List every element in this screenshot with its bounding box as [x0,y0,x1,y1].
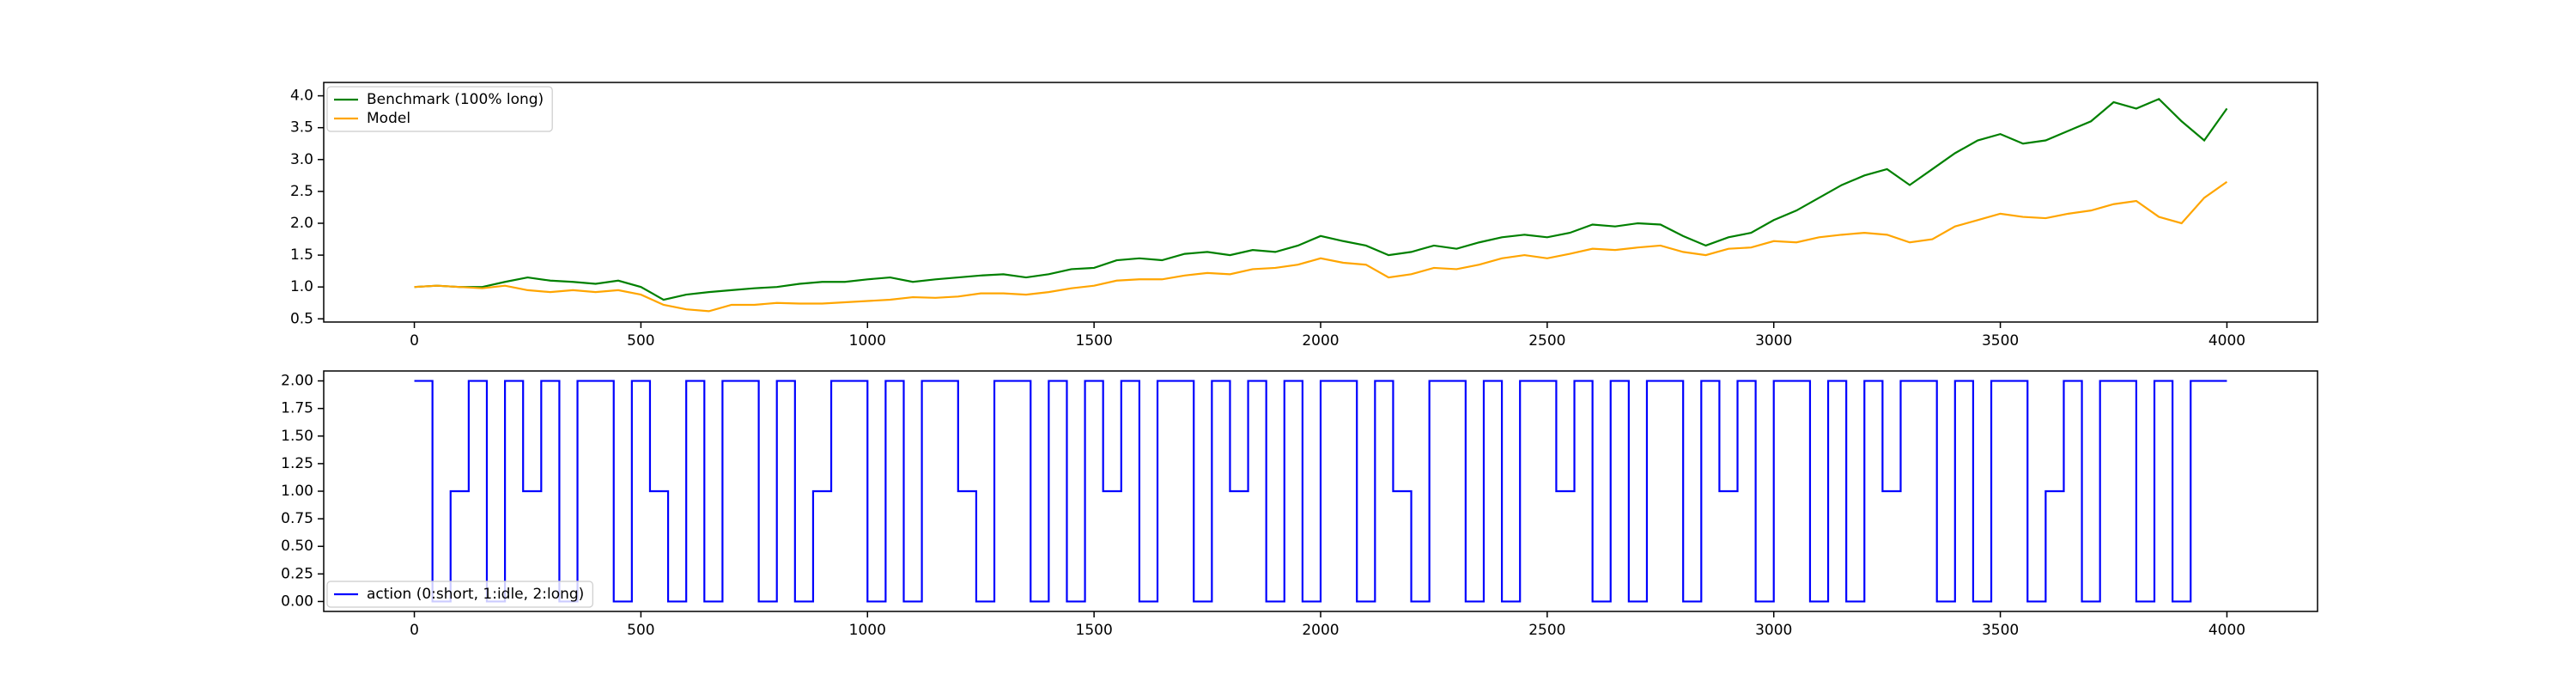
x-tick-label: 4000 [2208,622,2245,639]
x-tick-label: 2000 [1302,332,1339,350]
legend-frame [326,581,593,608]
y-tick-label: 1.50 [281,428,313,445]
x-tick-label: 500 [627,622,654,639]
y-tick-label: 0.00 [281,593,313,610]
legend-label: action (0:short, 1:idle, 2:long) [367,586,584,603]
x-tick-label: 3500 [1982,622,2019,639]
x-tick-label: 1500 [1076,622,1113,639]
legend-label: Model [367,110,410,127]
x-tick-label: 4000 [2208,332,2245,350]
line [414,97,2228,301]
x-tick-label: 3000 [1755,622,1792,639]
x-tick-label: 1000 [849,622,886,639]
x-tick-label: 2000 [1302,622,1339,639]
x-tick-label: 1500 [1076,332,1113,350]
line [414,180,2228,313]
y-tick-label: 4.0 [290,88,313,105]
x-tick-label: 3500 [1982,332,2019,350]
line [414,380,2227,603]
x-tick-label: 2500 [1528,622,1565,639]
y-tick-label: 1.00 [281,483,313,500]
y-tick-label: 0.75 [281,510,313,527]
y-tick-label: 3.5 [290,119,313,137]
y-tick-label: 1.75 [281,400,313,417]
axes-frame [323,370,2318,612]
y-tick-label: 1.5 [290,246,313,264]
y-tick-label: 0.25 [281,565,313,582]
y-tick-label: 1.25 [281,455,313,472]
x-tick-label: 0 [410,622,419,639]
x-tick-label: 1000 [849,332,886,350]
x-tick-label: 0 [410,332,419,350]
y-tick-label: 2.5 [290,183,313,200]
y-tick-label: 2.00 [281,373,313,390]
x-tick-label: 2500 [1528,332,1565,350]
legend-frame [326,86,553,132]
y-tick-label: 3.0 [290,151,313,168]
y-tick-label: 2.0 [290,215,313,232]
axes: 0 500 1000 1500 2000 2500 3000 3500 4000 0.5 1.0 1.… [290,82,2318,350]
axes-frame [323,82,2318,323]
y-tick-label: 0.5 [290,310,313,327]
legend: Benchmark (100% long) Model [326,86,553,132]
y-tick-label: 0.50 [281,538,313,555]
x-tick-label: 500 [627,332,654,350]
y-tick-label: 1.0 [290,278,313,295]
legend: action (0:short, 1:idle, 2:long) [326,581,593,608]
x-tick-label: 3000 [1755,332,1792,350]
legend-label: Benchmark (100% long) [367,91,544,108]
axes: 0 500 1000 1500 2000 2500 3000 3500 4000 0.00 0.25… [281,370,2318,639]
